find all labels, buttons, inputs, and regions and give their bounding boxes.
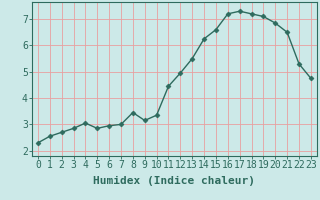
X-axis label: Humidex (Indice chaleur): Humidex (Indice chaleur) — [93, 176, 255, 186]
